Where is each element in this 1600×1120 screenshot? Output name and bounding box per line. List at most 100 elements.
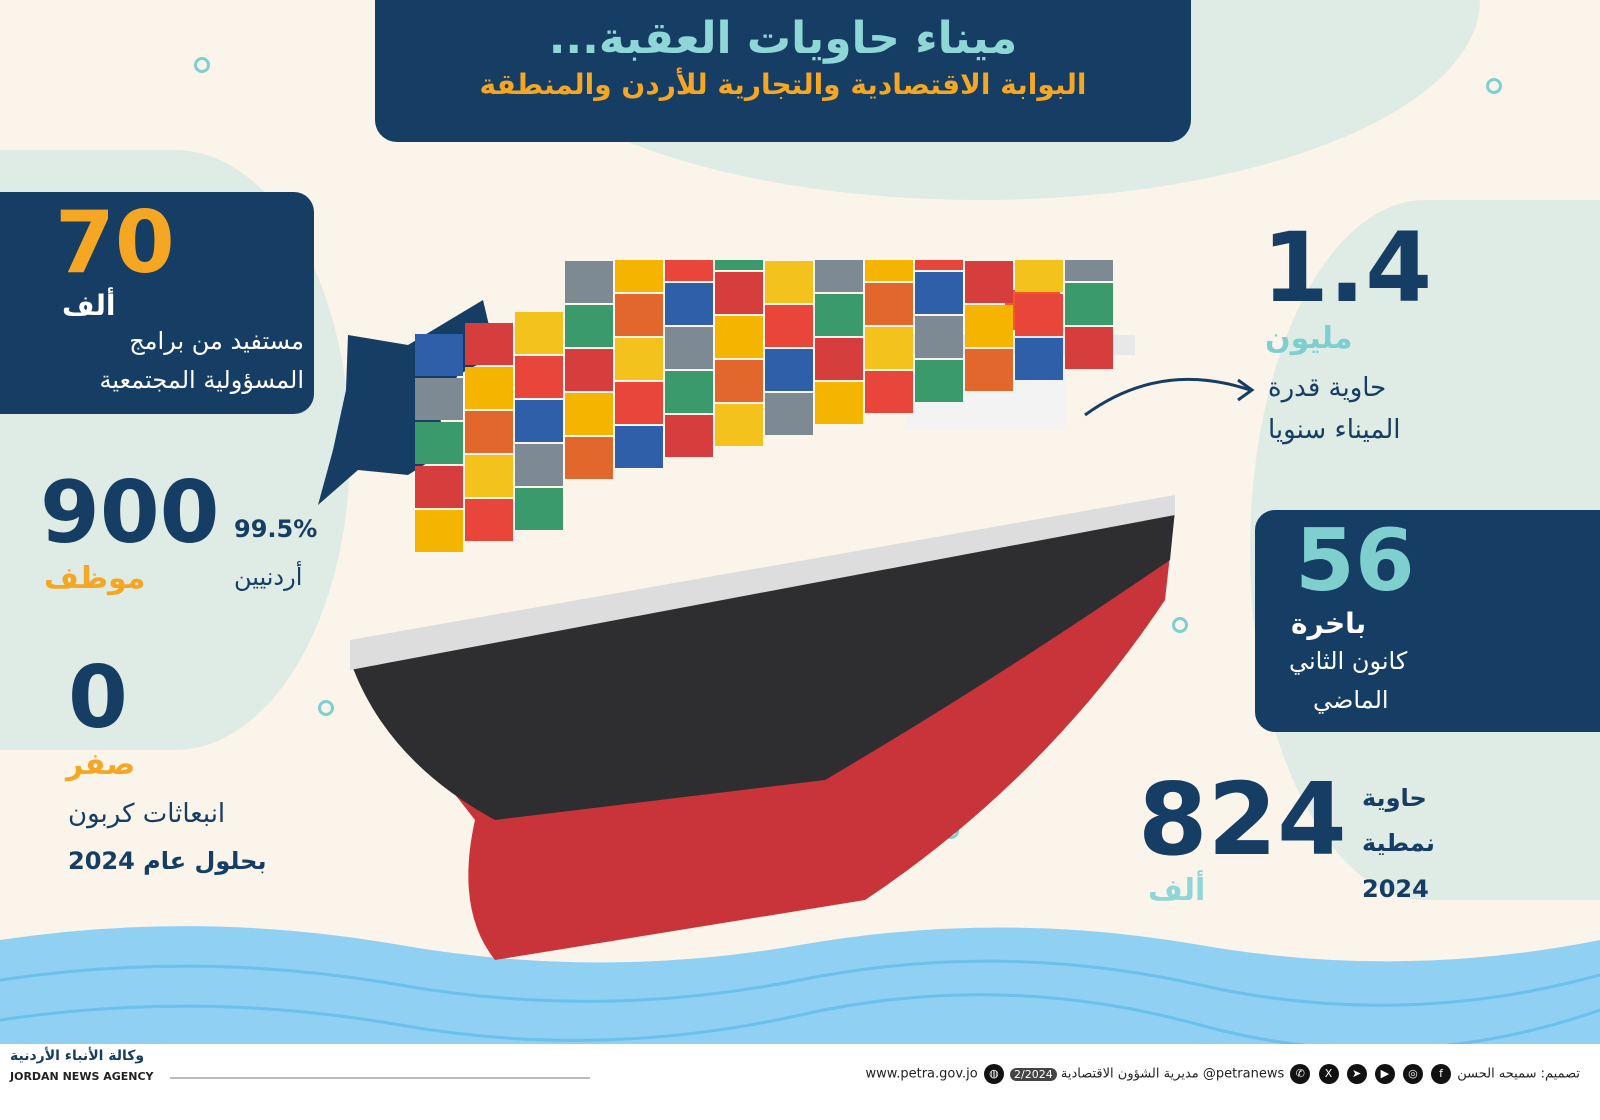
container-box [915, 260, 963, 270]
container-box [615, 382, 663, 424]
container-box [965, 305, 1013, 347]
container-box [965, 349, 1013, 391]
containers-unit: ألف [1148, 873, 1206, 908]
containers-desc: نمطية [1362, 829, 1435, 857]
department-label: مديرية الشؤون الاقتصادية [1060, 1066, 1199, 1082]
emissions-desc: انبعاثات كربون [68, 799, 226, 829]
telegram-icon[interactable]: ➤ [1346, 1064, 1367, 1084]
container-box [565, 305, 613, 347]
emissions-desc: بحلول عام 2024 [68, 847, 267, 875]
page-subtitle: البوابة الاقتصادية والتجارية للأردن والم… [479, 67, 1087, 101]
container-box [765, 349, 813, 391]
capacity-unit: مليون [1265, 321, 1353, 356]
youtube-icon[interactable]: ▶ [1374, 1064, 1395, 1084]
footer-credits: www.petra.gov.jo ◍ مديرية الشؤون الاقتصا… [866, 1064, 1580, 1084]
container-box [815, 294, 863, 336]
page-title: ميناء حاويات العقبة... [548, 13, 1018, 64]
ships-desc: الماضي [1313, 686, 1389, 714]
globe-icon: ◍ [983, 1064, 1004, 1084]
container-box [865, 371, 913, 413]
capacity-desc: حاوية قدرة [1268, 373, 1387, 403]
issue-badge: 2/2024 [1010, 1067, 1057, 1081]
container-box [565, 349, 613, 391]
container-box [665, 327, 713, 369]
container-box [665, 260, 713, 281]
ships-desc: كانون الثاني [1289, 647, 1408, 675]
whatsapp-icon[interactable]: ✆ [1290, 1064, 1311, 1084]
container-box [665, 283, 713, 325]
container-box [1015, 294, 1063, 336]
agency-name-en: JORDAN NEWS AGENCY [10, 1070, 154, 1083]
container-box [815, 338, 863, 380]
container-box [615, 338, 663, 380]
emissions-unit: صفر [66, 747, 136, 782]
employees-percent-label: أردنيين [234, 563, 303, 591]
ships-card: 56 باخرة كانون الثاني الماضي [1255, 510, 1600, 732]
container-box [1015, 260, 1063, 292]
emissions-number: 0 [68, 648, 128, 748]
ships-unit: باخرة [1291, 607, 1367, 640]
container-box [715, 360, 763, 402]
container-box [1015, 338, 1063, 380]
capacity-number: 1.4 [1262, 212, 1433, 324]
agency-name-ar: وكالة الأنباء الأردنية [10, 1048, 145, 1064]
decor-dot [318, 700, 334, 716]
container-box [715, 404, 763, 446]
capacity-desc: الميناء سنويا [1268, 415, 1401, 445]
container-box [515, 312, 563, 354]
container-box [865, 283, 913, 325]
container-box [565, 261, 613, 303]
containers-desc: حاوية [1362, 784, 1427, 812]
container-box [465, 499, 513, 541]
employees-percent: 99.5% [234, 515, 318, 543]
container-box [915, 316, 963, 358]
beneficiaries-desc: المسؤولية المجتمعية [99, 366, 304, 394]
sea-waves [0, 926, 1600, 1044]
container-box [765, 305, 813, 347]
container-box [915, 360, 963, 402]
container-box [515, 356, 563, 398]
container-box [765, 261, 813, 303]
container-box [715, 316, 763, 358]
arrow-icon [1084, 377, 1255, 417]
container-box [865, 260, 913, 281]
social-handle[interactable]: @petranews [1202, 1066, 1285, 1082]
containers-year: 2024 [1362, 875, 1429, 903]
container-box [415, 378, 463, 420]
container-box [1065, 283, 1113, 325]
container-box [715, 272, 763, 314]
container-box [465, 323, 513, 365]
container-box [615, 426, 663, 468]
container-box [565, 393, 613, 435]
decor-dot [1486, 78, 1502, 94]
container-box [865, 327, 913, 369]
employees-unit: موظف [44, 561, 146, 596]
container-box [415, 466, 463, 508]
designer-credit: تصميم: سميحه الحسن [1457, 1066, 1580, 1082]
container-box [815, 260, 863, 292]
x-icon[interactable]: X [1318, 1064, 1339, 1084]
facebook-icon[interactable]: f [1431, 1064, 1452, 1084]
container-ship-illustration [350, 260, 1175, 960]
container-box [1065, 260, 1113, 281]
container-box [415, 334, 463, 376]
container-box [815, 382, 863, 424]
container-box [615, 260, 663, 292]
beneficiaries-card: 70 ألف مستفيد من برامج المسؤولية المجتمع… [0, 192, 314, 414]
containers-number: 824 [1138, 761, 1347, 878]
ships-number: 56 [1295, 511, 1415, 611]
container-box [515, 400, 563, 442]
container-box [665, 415, 713, 457]
title-banner: ميناء حاويات العقبة... البوابة الاقتصادي… [375, 0, 1191, 142]
container-box [915, 272, 963, 314]
container-box [715, 260, 763, 270]
container-box [465, 367, 513, 409]
container-box [1065, 327, 1113, 369]
container-box [665, 371, 713, 413]
beneficiaries-desc: مستفيد من برامج [129, 327, 304, 355]
container-box [465, 455, 513, 497]
instagram-icon[interactable]: ◎ [1402, 1064, 1423, 1084]
container-box [515, 444, 563, 486]
beneficiaries-number: 70 [55, 193, 175, 293]
website-link[interactable]: www.petra.gov.jo [865, 1066, 978, 1082]
